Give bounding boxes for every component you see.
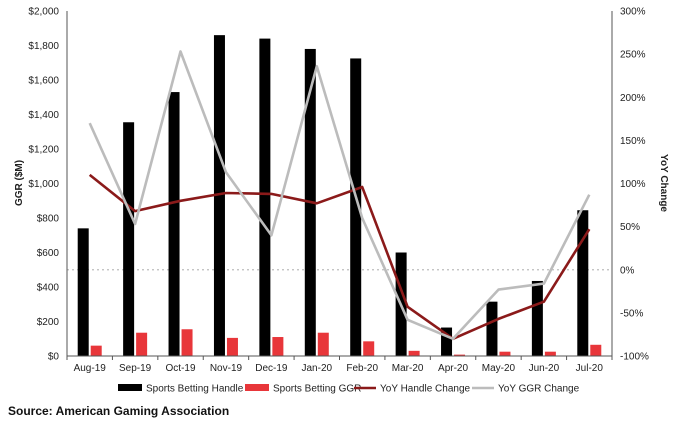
bar-ggr [181,329,193,356]
bar-ggr [408,350,420,356]
y-tick-label: $1,800 [28,41,59,52]
y-tick-label: $200 [37,317,60,328]
y-tick-label: $2,000 [28,7,59,18]
y-tick-label: $600 [37,248,60,259]
bar-handle [350,58,362,356]
bar-handle [213,35,225,357]
x-tick-label: Aug-19 [74,363,107,374]
bar-handle [577,210,589,356]
bar-ggr [136,332,148,356]
y2-ticks: -100% -50% 0% 50% 100% 150% 200% 250% 300% [620,7,649,363]
bar-handle [77,228,89,356]
x-tick-label: Sep-19 [119,363,152,374]
y2-tick-label: -100% [620,352,649,363]
legend-label: YoY GGR Change [498,384,580,395]
legend-swatch [118,384,142,391]
y-tick-label: $400 [37,283,60,294]
line-yoy-ggr-change [88,50,591,341]
x-tick-label: Oct-19 [166,363,196,374]
y-tick-label: $0 [48,352,60,363]
axes [66,11,613,360]
bar-ggr [317,332,329,356]
y-tick-label: $800 [37,214,60,225]
y2-tick-label: 0% [620,265,635,276]
y2-tick-label: 300% [620,7,646,18]
x-ticks: Aug-19 Sep-19 Oct-19 Nov-19 Dec-19 Jan-20 Feb-… [74,363,604,374]
y2-tick-label: 150% [620,136,646,147]
x-tick-label: May-20 [482,363,516,374]
lines [88,50,591,341]
chart: GGR ($M) YoY Change $0 $200 $400 $600 $800 $1… [14,7,669,395]
legend: Sports Betting Handle Sports Betting GGR Y… [118,384,580,395]
legend-label: Sports Betting Handle [146,384,244,395]
bar-handle [531,280,543,356]
source-note: Source: American Gaming Association [8,404,230,418]
x-tick-label: Jul-20 [576,363,604,374]
legend-swatch [245,384,269,391]
bar-ggr [544,351,556,356]
y2-tick-label: 50% [620,222,640,233]
bar-handle [486,301,498,356]
bar-ggr [499,351,511,356]
x-tick-label: Apr-20 [438,363,468,374]
y-tick-label: $1,600 [28,76,59,87]
y2-tick-label: 200% [620,93,646,104]
y-tick-label: $1,400 [28,110,59,121]
x-tick-label: Mar-20 [392,363,424,374]
bar-handle [168,92,180,356]
x-tick-label: Nov-19 [210,363,243,374]
bar-ggr [90,345,102,356]
x-tick-label: Feb-20 [346,363,378,374]
legend-label: Sports Betting GGR [273,384,361,395]
bar-ggr [226,337,238,356]
legend-label: YoY Handle Change [380,384,471,395]
line-yoy-handle-change [88,173,591,341]
bar-ggr [590,344,602,356]
y-tick-label: $1,200 [28,145,59,156]
bar-ggr [454,354,466,356]
y-axis-title: GGR ($M) [14,160,25,206]
y2-tick-label: 100% [620,179,646,190]
bar-ggr [363,341,375,356]
bar-ggr [272,337,284,356]
y2-tick-label: -50% [620,308,643,319]
x-tick-label: Dec-19 [255,363,288,374]
y2-tick-label: 250% [620,50,646,61]
y-tick-label: $1,000 [28,179,59,190]
bar-handle [123,122,135,356]
bar-handle [259,38,271,356]
x-tick-label: Jun-20 [529,363,560,374]
y2-axis-title: YoY Change [658,154,669,212]
y-ticks: $0 $200 $400 $600 $800 $1,000 $1,200 $1,400 $1,6… [28,7,59,363]
bar-handle [441,327,453,356]
x-tick-label: Jan-20 [302,363,333,374]
